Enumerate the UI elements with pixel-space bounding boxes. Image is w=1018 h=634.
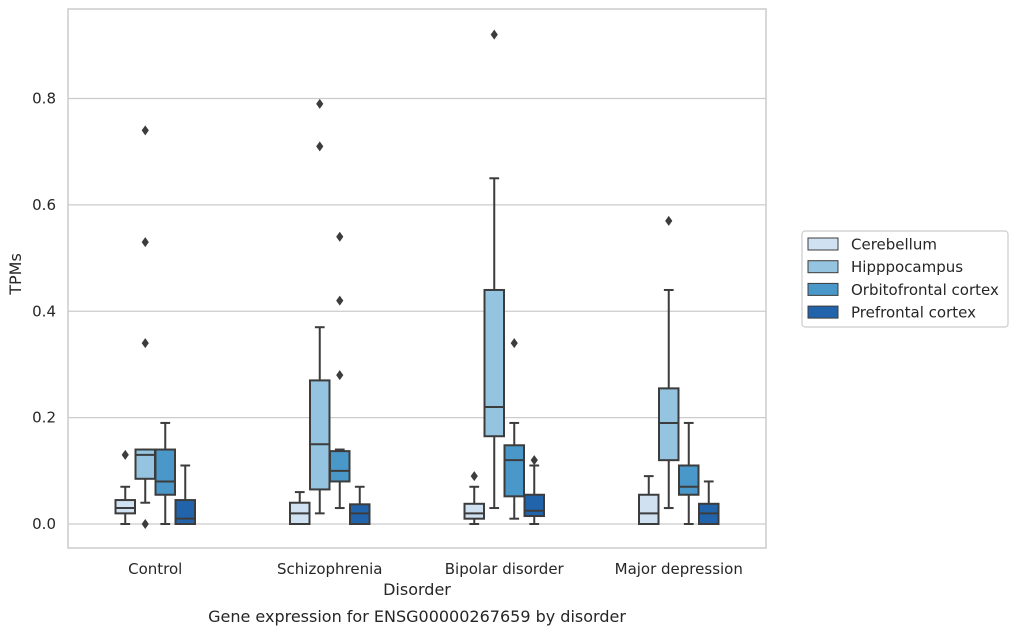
x-tick-label: Major depression	[615, 560, 743, 578]
outlier-point	[336, 370, 344, 381]
box-body	[678, 464, 700, 496]
box-hipppocampus	[134, 125, 156, 529]
box-cerebellum	[114, 449, 136, 525]
box-body	[483, 288, 505, 438]
legend-label: Hipppocampus	[851, 258, 963, 276]
legend-label: Prefrontal cortex	[851, 304, 976, 322]
box-hipppocampus	[483, 29, 505, 510]
y-axis-ticks: 0.0 0.2 0.4 0.6 0.8	[32, 90, 56, 534]
box-body	[174, 499, 196, 525]
plot-area	[114, 29, 720, 529]
box-prefrontal-cortex	[523, 455, 545, 525]
outlier-point	[316, 98, 324, 109]
x-axis-label: Disorder	[383, 580, 451, 599]
box-cerebellum	[638, 475, 660, 526]
box-orbitofrontal-cortex	[678, 421, 700, 525]
legend-swatch	[807, 282, 839, 296]
outlier-point	[316, 141, 324, 152]
chart-caption: Gene expression for ENSG00000267659 by d…	[208, 607, 626, 626]
outlier-point	[530, 455, 538, 466]
box-body	[523, 493, 545, 518]
legend: Cerebellum Hipppocampus Orbitofrontal cort…	[801, 230, 1009, 328]
legend-swatch	[807, 305, 839, 319]
legend-frame	[801, 230, 1009, 328]
outlier-point	[141, 237, 149, 248]
y-tick-label: 0.2	[32, 409, 56, 427]
outlier-point	[470, 471, 478, 482]
x-tick-label: Schizophrenia	[277, 560, 382, 578]
box-orbitofrontal-cortex	[329, 231, 351, 510]
box-orbitofrontal-cortex	[154, 421, 176, 525]
outlier-point	[141, 338, 149, 349]
legend-label: Cerebellum	[851, 236, 937, 254]
box-body	[463, 502, 485, 520]
box-cerebellum	[289, 491, 311, 526]
box-prefrontal-cortex	[698, 480, 720, 526]
box-orbitofrontal-cortex	[503, 338, 525, 520]
y-tick-label: 0.4	[32, 302, 56, 320]
outlier-point	[141, 125, 149, 136]
outlier-point	[336, 295, 344, 306]
outlier-point	[141, 519, 149, 529]
box-cerebellum	[463, 471, 485, 525]
outlier-point	[490, 29, 498, 40]
outlier-point	[121, 449, 129, 460]
outlier-point	[336, 231, 344, 242]
y-tick-label: 0.0	[32, 515, 56, 533]
y-tick-label: 0.8	[32, 90, 56, 108]
box-hipppocampus	[658, 215, 680, 510]
x-axis-ticks: Control Schizophrenia Bipolar disorder Majo…	[128, 560, 743, 578]
box-body	[658, 387, 680, 462]
box-body	[329, 450, 351, 483]
box-body	[114, 499, 136, 515]
outlier-point	[665, 215, 673, 226]
outlier-point	[510, 338, 518, 349]
y-tick-label: 0.6	[32, 196, 56, 214]
box-hipppocampus	[309, 98, 331, 515]
box-prefrontal-cortex	[174, 464, 196, 525]
y-axis-label: TPMs	[6, 253, 25, 296]
legend-label: Orbitofrontal cortex	[851, 281, 999, 299]
box-body	[638, 493, 660, 526]
legend-swatch	[807, 237, 839, 251]
box-prefrontal-cortex	[349, 485, 371, 525]
plot-frame	[67, 8, 767, 549]
legend-swatch	[807, 260, 839, 274]
box-body	[154, 448, 176, 496]
box-body	[309, 379, 331, 491]
x-tick-label: Control	[128, 560, 182, 578]
box-body	[503, 444, 525, 498]
x-tick-label: Bipolar disorder	[445, 560, 565, 578]
